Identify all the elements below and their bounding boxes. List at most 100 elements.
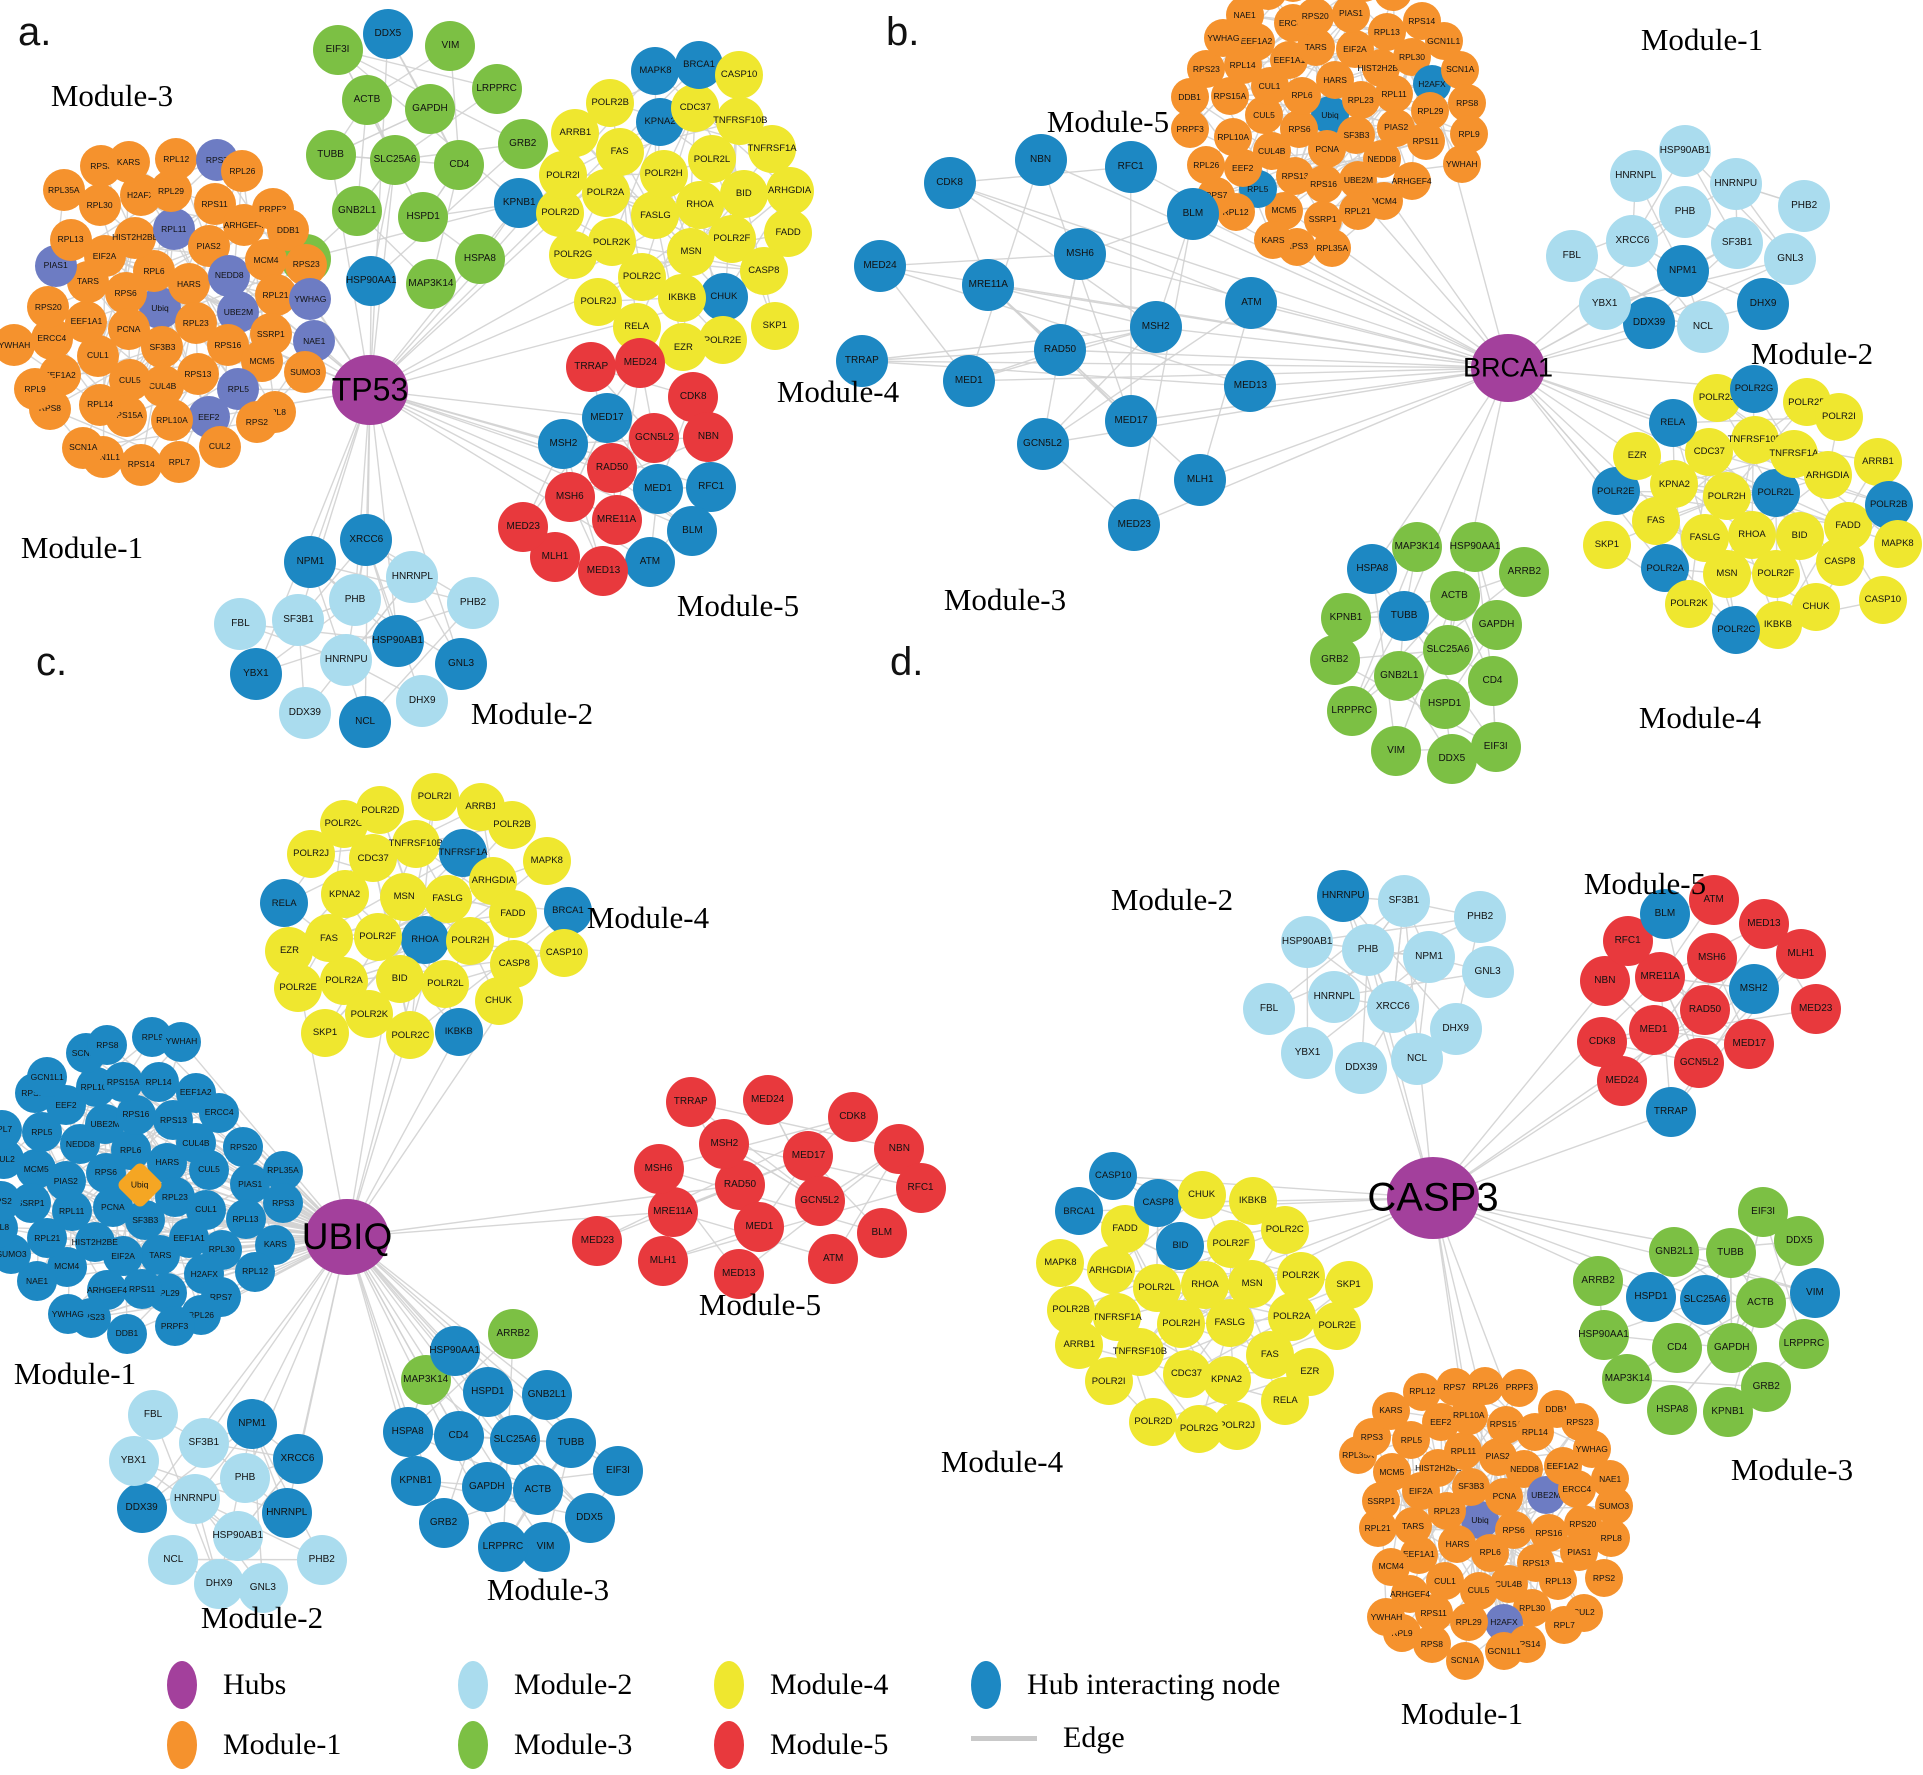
node-label: ARRB2: [1507, 566, 1542, 578]
node-label: KPNA2: [1658, 478, 1690, 490]
node-label: POLR2A: [1646, 562, 1684, 574]
node-label: CD4: [449, 158, 470, 170]
node-label: SCN1A: [71, 1048, 101, 1059]
node-label: ATM: [1241, 297, 1262, 309]
node-label: POLR2D: [1788, 396, 1827, 408]
node-label: RPL13: [232, 1213, 259, 1224]
node-label: MED1: [954, 374, 983, 386]
node-label: RPL14: [87, 399, 114, 410]
node-HSP90AB1: HSP90AB1: [212, 1510, 263, 1561]
node-label: NAE1: [303, 335, 326, 346]
node-RAD50: RAD50: [587, 443, 637, 493]
node-label: RPL23: [182, 317, 209, 328]
module-label-module-3: Module-3: [943, 582, 1067, 617]
node-label: CUL4B: [1494, 1578, 1523, 1589]
node-label: RPS6: [1502, 1524, 1525, 1535]
node-label: MSN: [680, 245, 702, 257]
node-label: NCL: [1407, 1053, 1428, 1065]
node-label: VIM: [536, 1540, 555, 1552]
node-SF3B1: SF3B1: [272, 593, 325, 646]
node-PHB2: PHB2: [446, 577, 499, 630]
node-label: SSRP1: [1367, 1496, 1396, 1507]
node-label: MRE11A: [653, 1205, 693, 1217]
node-label: PCNA: [101, 1202, 125, 1213]
edge: [861, 326, 1156, 362]
node-NPM1: NPM1: [1656, 244, 1709, 297]
node-IKBKB: IKBKB: [1753, 601, 1802, 650]
node-label: EZR: [1300, 1366, 1320, 1378]
node-RPL21: RPL21: [1338, 192, 1377, 231]
node-label: PIAS1: [238, 1178, 263, 1189]
node-label: CASP10: [720, 69, 758, 81]
node-label: RPL35A: [47, 184, 80, 195]
node-RPL26: RPL26: [221, 150, 264, 193]
node-label: RFC1: [1614, 934, 1641, 946]
node-label: GNL3: [1777, 253, 1804, 265]
node-label: RPS2: [0, 1196, 12, 1207]
node-label: GCN5L2: [1023, 438, 1062, 450]
node-MED24: MED24: [854, 240, 907, 293]
edge: [1250, 367, 1509, 387]
node-DDB1: DDB1: [106, 1313, 147, 1354]
node-label: RPS13: [1522, 1558, 1550, 1569]
node-label: RPS16: [1310, 179, 1338, 190]
node-label: SF3B3: [132, 1214, 159, 1225]
node-GCN5L2: GCN5L2: [1674, 1037, 1725, 1088]
node-label: PRPF3: [1505, 1382, 1534, 1393]
node-CDK8: CDK8: [923, 156, 976, 209]
node-DDX39: DDX39: [116, 1482, 167, 1533]
node-label: GCN5L2: [634, 432, 674, 444]
node-HNRNPL: HNRNPL: [261, 1488, 312, 1539]
node-label: POLR2B: [1869, 498, 1908, 510]
node-label: RPS23: [292, 259, 320, 270]
legend-swatch-blue: [971, 1661, 1001, 1709]
edge: [346, 1210, 673, 1238]
node-label: SF3B1: [283, 613, 314, 625]
node-label: SKP1: [1336, 1279, 1361, 1291]
node-label: PIAS1: [43, 260, 68, 271]
node-label: HIST2H2BE: [71, 1237, 118, 1248]
node-label: MSH6: [644, 1162, 673, 1174]
node-label: DHX9: [408, 694, 436, 706]
node-label: PIAS2: [196, 240, 221, 251]
node-label: DHX9: [1442, 1022, 1469, 1034]
node-label: MED1: [1639, 1023, 1668, 1035]
node-RPL23: RPL23: [174, 302, 217, 345]
node-HNRNPL: HNRNPL: [1308, 970, 1361, 1023]
node-label: GNB2L1: [1380, 669, 1419, 681]
node-CD4: CD4: [1652, 1322, 1703, 1373]
node-label: SUMO3: [0, 1248, 27, 1259]
node-GRB2: GRB2: [1309, 634, 1360, 685]
node-label: POLR2H: [644, 168, 683, 180]
node-HIST2H2BE: HIST2H2BE: [112, 216, 158, 259]
node-label: GNL3: [1474, 966, 1501, 978]
node-RPS2: RPS2: [235, 400, 278, 443]
node-EIF3I: EIF3I: [312, 24, 363, 75]
node-NPM1: NPM1: [227, 1399, 278, 1450]
node-label: EEF2: [1430, 1417, 1452, 1428]
node-label: KPNB1: [399, 1474, 433, 1486]
node-label: CUL5: [1253, 109, 1275, 120]
node-EIF3I: EIF3I: [592, 1445, 643, 1496]
node-SF3B1: SF3B1: [178, 1417, 229, 1468]
node-PHB: PHB: [1659, 186, 1711, 238]
node-label: SSRP1: [1308, 214, 1337, 225]
node-RPS11: RPS11: [122, 1269, 163, 1310]
edge: [1059, 349, 1509, 369]
node-label: ATM: [823, 1252, 844, 1264]
node-label: FBL: [1259, 1002, 1279, 1014]
node-label: KARS: [1379, 1405, 1403, 1416]
node-label: DDX5: [1438, 753, 1466, 765]
node-TNFRSF1A: TNFRSF1A: [1093, 1293, 1142, 1342]
node-PHB: PHB: [329, 574, 381, 626]
node-label: NEDD8: [1510, 1463, 1539, 1474]
node-label: HSP90AB1: [1659, 145, 1711, 157]
node-label: RPL7: [0, 1124, 13, 1135]
legend-item-module-1: Module-1: [167, 1721, 341, 1769]
node-TUBB: TUBB: [545, 1417, 596, 1468]
edge: [690, 1101, 900, 1150]
node-label: RPS20: [34, 301, 62, 312]
node-label: TARS: [1304, 41, 1327, 52]
module-label-module-5: Module-5: [676, 588, 800, 623]
module-label-module-3: Module-3: [1730, 1452, 1854, 1487]
